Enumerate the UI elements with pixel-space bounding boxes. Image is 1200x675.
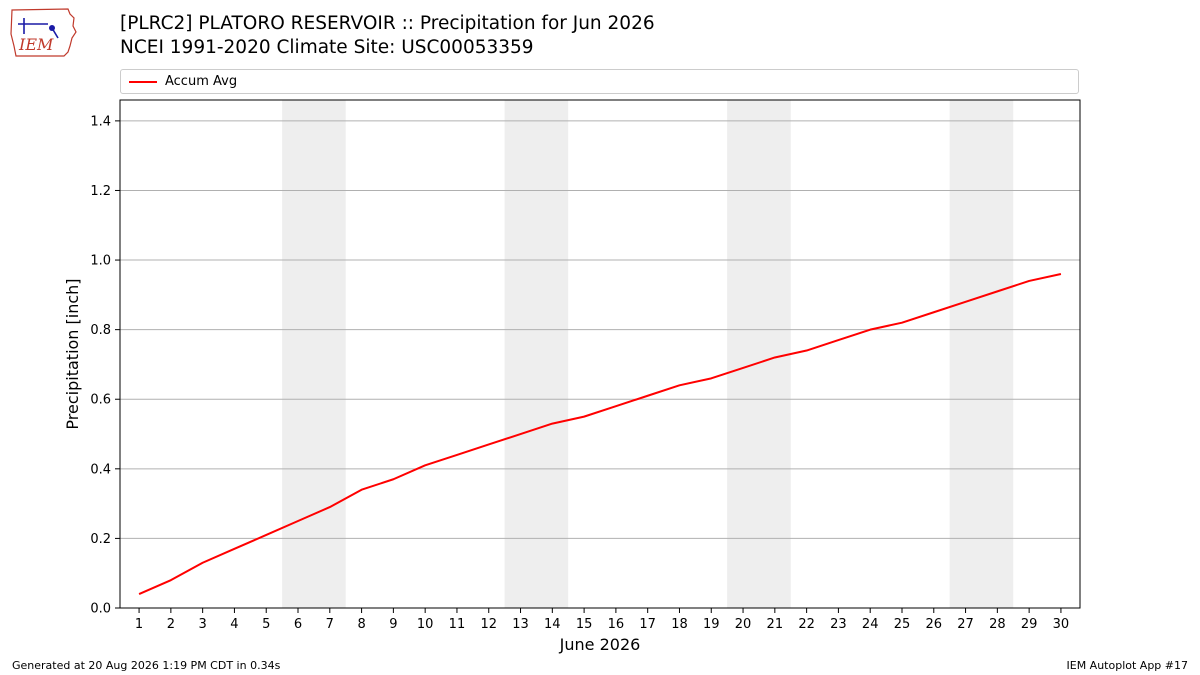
x-tick-label: 29 [1021,617,1038,632]
x-tick-label: 7 [326,617,334,632]
x-tick-label: 3 [199,617,207,632]
y-tick-label: 0.8 [90,323,111,338]
weekend-band [504,100,569,608]
app-credit: IEM Autoplot App #17 [1066,659,1189,672]
x-tick-label: 13 [512,617,529,632]
x-tick-label: 27 [957,617,974,632]
plot-frame [119,99,1081,609]
y-tick-label: 0.6 [90,393,111,408]
y-axis-label: Precipitation [inch] [63,278,82,429]
x-axis-label: June 2026 [559,635,641,654]
x-tick-label: 19 [703,617,720,632]
x-tick-label: 5 [262,617,270,632]
x-tick-label: 18 [671,617,688,632]
x-tick-label: 8 [357,617,365,632]
x-tick-label: 10 [417,617,434,632]
y-tick-label: 0.2 [90,532,111,547]
iowa-map-outline [10,8,77,57]
x-tick-label: 9 [389,617,397,632]
x-tick-label: 23 [830,617,847,632]
x-tick-label: 4 [230,617,238,632]
x-tick-label: 25 [894,617,911,632]
y-tick-label: 0.0 [90,602,111,617]
x-tick-label: 14 [544,617,561,632]
x-tick-label: 17 [639,617,656,632]
iem-logo: IEM [10,8,77,57]
generated-timestamp: Generated at 20 Aug 2026 1:19 PM CDT in … [12,659,281,672]
x-tick-label: 26 [926,617,943,632]
x-tick-label: 12 [480,617,497,632]
x-tick-label: 30 [1053,617,1070,632]
weekend-band [949,100,1014,608]
x-tick-label: 2 [167,617,175,632]
chart-subtitle: NCEI 1991-2020 Climate Site: USC00053359 [120,37,534,58]
x-tick-label: 24 [862,617,879,632]
x-tick-label: 20 [735,617,752,632]
x-tick-label: 28 [989,617,1006,632]
x-tick-label: 22 [798,617,815,632]
x-tick-label: 16 [608,617,625,632]
weekend-band [727,100,791,608]
series-line-accum-avg [138,272,1062,595]
x-tick-label: 15 [576,617,593,632]
logo-text: IEM [18,35,54,54]
x-tick-label: 1 [135,617,143,632]
y-tick-label: 1.0 [90,254,111,269]
legend-label: Accum Avg [165,74,238,89]
y-tick-label: 1.4 [90,114,111,129]
x-tick-label: 21 [767,617,784,632]
y-tick-label: 1.2 [90,184,111,199]
legend-line-swatch [129,81,157,83]
y-tick-label: 0.4 [90,462,111,477]
x-tick-label: 11 [449,617,466,632]
chart-title: [PLRC2] PLATORO RESERVOIR :: Precipitati… [120,13,655,34]
weekend-band [282,100,346,608]
legend: Accum Avg [120,69,1079,94]
x-tick-label: 6 [294,617,302,632]
